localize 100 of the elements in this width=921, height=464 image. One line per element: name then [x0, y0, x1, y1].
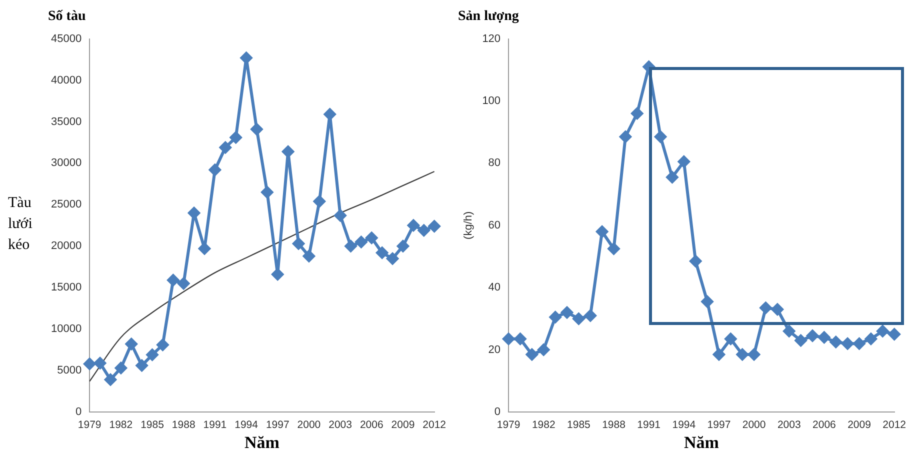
- point: [619, 130, 632, 143]
- point: [631, 107, 644, 120]
- y-axis-title: (kg/h): [462, 211, 475, 240]
- x-tick-label: 1997: [266, 419, 290, 432]
- point: [678, 156, 690, 168]
- y-tick-label: 40000: [50, 74, 82, 86]
- y-tick-label: 10000: [50, 323, 82, 336]
- point: [208, 164, 221, 176]
- point: [888, 328, 900, 340]
- point: [502, 332, 515, 345]
- point: [261, 186, 274, 198]
- point: [853, 338, 866, 350]
- point: [302, 250, 315, 262]
- point: [771, 303, 784, 316]
- point: [344, 240, 357, 252]
- y-tick-label: 120: [482, 32, 501, 45]
- point: [736, 348, 748, 360]
- x-tick-label: 1979: [78, 419, 102, 432]
- point: [250, 123, 263, 136]
- point: [167, 274, 180, 286]
- point: [538, 344, 550, 356]
- point: [198, 242, 210, 255]
- point: [178, 277, 190, 290]
- y-tick-label: 45000: [50, 32, 82, 45]
- point: [549, 311, 562, 324]
- y-tick-label: 25000: [50, 198, 82, 211]
- y-tick-label: 35000: [50, 116, 82, 128]
- point: [355, 236, 368, 248]
- x-tick-label: 1988: [602, 419, 626, 432]
- y-tick-label: 0: [75, 406, 82, 418]
- x-tick-label: 1994: [234, 419, 258, 432]
- x-tick-label: 2000: [742, 419, 766, 432]
- point: [806, 330, 818, 342]
- y-tick-label: 40: [488, 282, 501, 294]
- point: [818, 331, 830, 344]
- point: [396, 240, 409, 252]
- point: [584, 310, 596, 322]
- point: [104, 374, 116, 386]
- y-tick-label: 80: [488, 157, 501, 170]
- x-tick-label: 2012: [422, 419, 446, 432]
- y-tick-label: 5000: [57, 364, 82, 377]
- point: [572, 312, 585, 325]
- point: [526, 348, 538, 360]
- point: [760, 302, 772, 314]
- x-tick-label: 2012: [882, 419, 906, 432]
- point: [240, 52, 252, 64]
- x-tick-label: 1985: [567, 419, 591, 432]
- x-tick-label: 1991: [203, 419, 227, 432]
- x-tick-label: 1985: [140, 419, 164, 432]
- point: [701, 296, 714, 308]
- point: [366, 232, 378, 244]
- point: [136, 360, 148, 372]
- point: [156, 338, 169, 351]
- chart-title: Số tàu: [48, 9, 86, 24]
- line-series: [88, 170, 435, 382]
- x-tick-label: 1988: [172, 419, 196, 432]
- x-tick-label: 2006: [812, 419, 836, 432]
- point: [561, 306, 574, 318]
- point: [864, 332, 877, 345]
- y-tick-label: 20000: [50, 240, 82, 252]
- point: [313, 195, 326, 208]
- x-tick-label: 1982: [109, 419, 133, 432]
- point: [282, 146, 294, 158]
- point: [272, 268, 284, 280]
- point: [428, 220, 440, 232]
- point: [794, 334, 807, 346]
- point: [125, 338, 138, 350]
- point: [219, 141, 232, 154]
- point: [230, 131, 242, 144]
- y-axis-title: Tàu lưới kéo: [8, 194, 34, 255]
- point: [188, 206, 200, 219]
- x-tick-label: 1991: [637, 419, 661, 432]
- x-tick-label: 2006: [360, 419, 384, 432]
- x-tick-label: 1997: [707, 419, 731, 432]
- point: [666, 171, 678, 184]
- point: [654, 130, 667, 143]
- point: [783, 325, 796, 338]
- y-tick-label: 15000: [50, 282, 82, 294]
- x-tick-label: 1979: [496, 419, 520, 432]
- x-axis-title: Năm: [684, 433, 719, 452]
- point: [418, 224, 430, 236]
- y-tick-label: 60: [488, 219, 501, 232]
- y-tick-label: 0: [494, 406, 501, 418]
- x-tick-label: 2009: [391, 419, 415, 432]
- point: [514, 332, 526, 345]
- point: [596, 226, 608, 238]
- point: [386, 252, 399, 265]
- point: [324, 108, 336, 120]
- point: [608, 242, 620, 255]
- point: [114, 362, 127, 374]
- point: [724, 332, 737, 345]
- point: [830, 336, 842, 348]
- point: [842, 338, 854, 350]
- x-tick-label: 2009: [848, 419, 872, 432]
- x-tick-label: 2003: [777, 419, 801, 432]
- point: [84, 358, 96, 370]
- x-tick-label: 1994: [672, 419, 696, 432]
- point: [94, 357, 106, 370]
- y-tick-label: 20: [488, 344, 501, 356]
- point: [748, 348, 760, 360]
